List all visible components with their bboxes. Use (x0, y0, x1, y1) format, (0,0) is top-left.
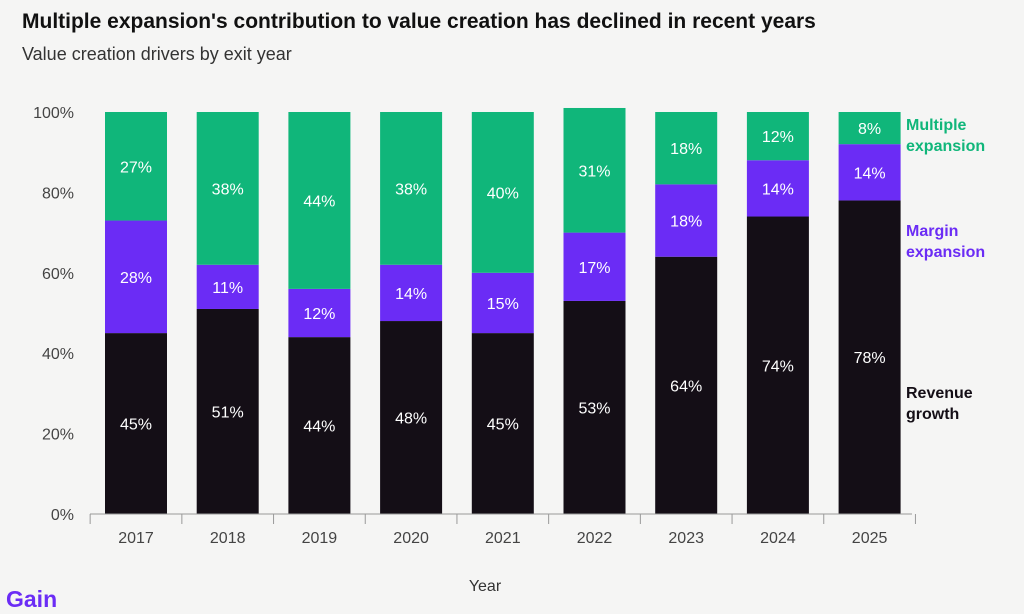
bar-segment-multiple-expansion (746, 112, 809, 161)
data-label: 18% (670, 214, 702, 231)
data-label: 12% (303, 306, 335, 323)
data-label: 78% (854, 350, 886, 367)
bar-segment-margin-expansion (655, 184, 718, 257)
y-tick-label: 20% (42, 427, 74, 444)
bar-segment-revenue-growth (655, 256, 718, 514)
bar-segment-multiple-expansion (196, 112, 259, 265)
legend-label-margin-expansion: Margin (906, 223, 958, 240)
data-label: 12% (762, 129, 794, 146)
data-label: 48% (395, 411, 427, 428)
x-tick-label: 2019 (302, 530, 338, 547)
bar-segment-margin-expansion (563, 232, 626, 301)
bar-segment-margin-expansion (746, 160, 809, 217)
legend-label-margin-expansion: expansion (906, 244, 985, 261)
data-label: 14% (395, 286, 427, 303)
bar-segment-revenue-growth (563, 300, 626, 514)
bar-segment-margin-expansion (838, 144, 901, 201)
y-tick-label: 60% (42, 266, 74, 283)
x-tick-label: 2025 (852, 530, 888, 547)
x-tick-label: 2024 (760, 530, 796, 547)
data-label: 45% (487, 417, 519, 434)
data-label: 38% (395, 181, 427, 198)
x-tick-label: 2022 (577, 530, 613, 547)
legend-label-revenue-growth: growth (906, 406, 959, 423)
bar-segment-margin-expansion (196, 264, 259, 309)
data-label: 11% (212, 280, 243, 297)
x-axis-title: Year (468, 578, 502, 595)
data-label: 38% (212, 181, 244, 198)
legend-label-multiple-expansion: expansion (906, 138, 985, 155)
bar-segment-multiple-expansion (563, 107, 626, 233)
data-label: 28% (120, 270, 152, 287)
data-label: 8% (858, 121, 881, 138)
bar-segment-multiple-expansion (288, 112, 351, 289)
data-label: 44% (303, 193, 335, 210)
bar-segment-multiple-expansion (380, 112, 443, 265)
bar-segment-margin-expansion (380, 264, 443, 322)
bar-segment-multiple-expansion (105, 112, 167, 221)
x-tick-label: 2021 (485, 530, 521, 547)
bar-segment-multiple-expansion (838, 112, 901, 145)
bar-segment-margin-expansion (288, 288, 351, 338)
bar-segment-revenue-growth (288, 337, 351, 514)
data-label: 44% (303, 419, 335, 436)
data-label: 31% (578, 163, 610, 180)
x-tick-label: 2017 (118, 530, 154, 547)
data-label: 15% (487, 296, 519, 313)
y-tick-label: 40% (42, 346, 74, 363)
bar-segment-multiple-expansion (471, 112, 534, 273)
y-tick-label: 100% (33, 105, 74, 122)
gain-logo: Gain (6, 586, 58, 612)
data-label: 14% (854, 165, 886, 182)
data-label: 18% (670, 141, 702, 158)
data-label: 51% (212, 404, 244, 421)
y-tick-label: 0% (51, 507, 74, 524)
x-tick-label: 2023 (668, 530, 704, 547)
bar-segment-revenue-growth (746, 216, 809, 514)
bar-segment-revenue-growth (838, 200, 901, 514)
bar-segment-revenue-growth (380, 321, 443, 514)
bar-segment-revenue-growth (196, 308, 259, 514)
data-label: 17% (578, 260, 610, 277)
x-tick-label: 2020 (393, 530, 429, 547)
data-label: 27% (120, 159, 152, 176)
bar-segment-revenue-growth (471, 333, 534, 514)
data-label: 74% (762, 358, 794, 375)
x-tick-label: 2018 (210, 530, 246, 547)
data-label: 40% (487, 185, 519, 202)
y-tick-label: 80% (42, 185, 74, 202)
data-label: 45% (120, 417, 152, 434)
data-label: 64% (670, 378, 702, 395)
data-label: 53% (578, 400, 610, 417)
chart-subtitle: Value creation drivers by exit year (22, 44, 292, 64)
bar-segment-multiple-expansion (655, 112, 718, 185)
bar-segment-margin-expansion (471, 272, 534, 334)
data-label: 14% (762, 181, 794, 198)
chart-title: Multiple expansion's contribution to val… (22, 10, 816, 33)
legend-label-revenue-growth: Revenue (906, 385, 973, 402)
bar-segment-revenue-growth (105, 333, 167, 514)
bar-segment-margin-expansion (105, 220, 167, 334)
legend-label-multiple-expansion: Multiple (906, 117, 967, 134)
